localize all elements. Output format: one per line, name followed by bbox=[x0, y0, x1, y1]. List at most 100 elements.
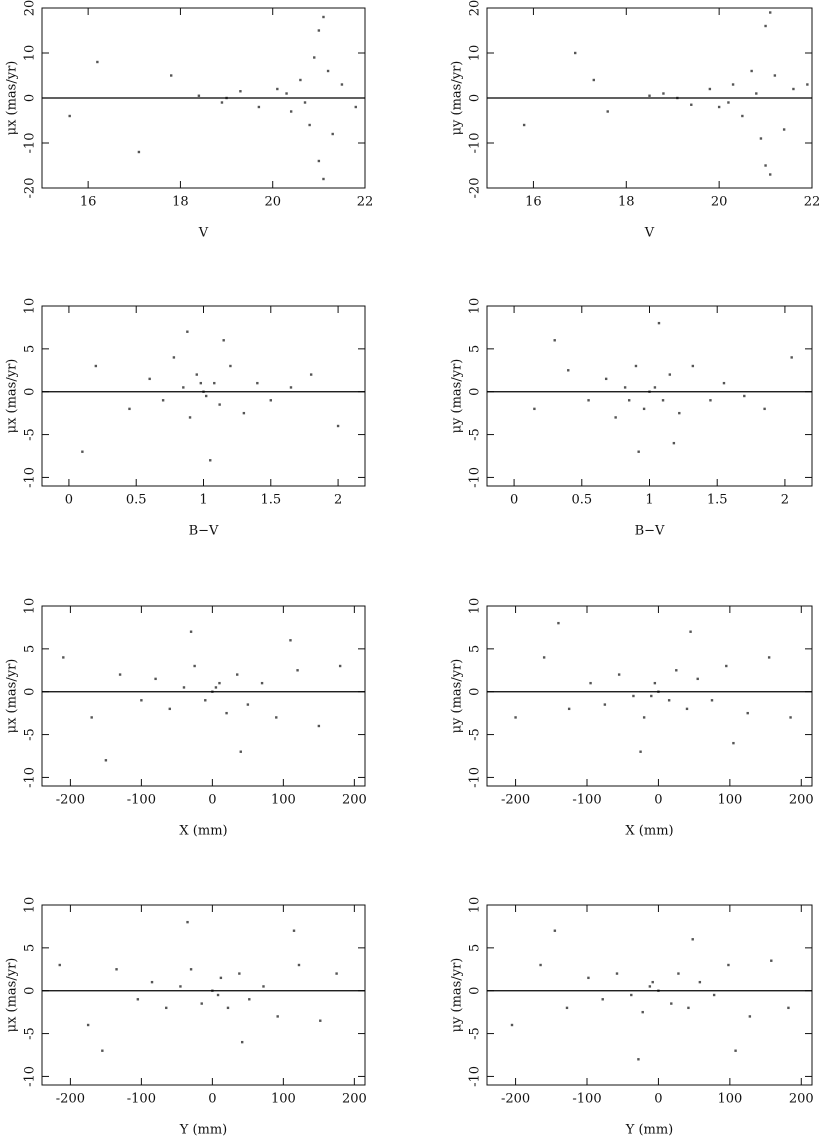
point bbox=[289, 639, 292, 642]
y-tick-label: 5 bbox=[468, 645, 483, 653]
x-tick-label: 18 bbox=[618, 195, 635, 210]
point bbox=[637, 450, 640, 453]
point bbox=[587, 399, 590, 402]
point bbox=[68, 114, 71, 118]
point bbox=[58, 963, 61, 967]
x-tick-label: 22 bbox=[804, 195, 821, 210]
point bbox=[260, 681, 264, 685]
point bbox=[225, 711, 228, 715]
point bbox=[269, 399, 272, 402]
y-tick-label: 5 bbox=[23, 944, 38, 952]
point bbox=[615, 972, 619, 975]
point bbox=[750, 69, 753, 73]
point bbox=[189, 630, 193, 633]
point bbox=[240, 1040, 244, 1044]
point bbox=[639, 750, 642, 753]
point bbox=[218, 403, 221, 406]
plot-frame bbox=[41, 305, 366, 487]
point bbox=[90, 716, 93, 719]
point bbox=[770, 959, 773, 962]
y-tick-label: 10 bbox=[23, 298, 38, 315]
point bbox=[637, 1058, 640, 1061]
point bbox=[296, 669, 299, 672]
point bbox=[648, 94, 651, 97]
point bbox=[317, 159, 321, 163]
point bbox=[678, 411, 681, 415]
point bbox=[759, 137, 763, 140]
x-tick-label: 22 bbox=[357, 195, 374, 210]
point bbox=[763, 407, 766, 411]
y-axis-label: μy (mas/yr) bbox=[450, 659, 465, 734]
x-tick-label: -100 bbox=[127, 1092, 156, 1107]
point bbox=[140, 699, 143, 702]
x-tick-label: 100 bbox=[271, 793, 296, 808]
x-tick-label: -200 bbox=[501, 793, 530, 808]
point bbox=[193, 664, 196, 668]
point bbox=[510, 1023, 514, 1027]
point bbox=[195, 373, 198, 376]
point bbox=[242, 411, 246, 415]
point bbox=[623, 386, 627, 389]
y-tick-label: 10 bbox=[468, 897, 483, 914]
point bbox=[209, 459, 212, 462]
point bbox=[137, 150, 141, 154]
y-tick-label: 0 bbox=[468, 388, 483, 396]
point bbox=[565, 1006, 569, 1010]
x-tick-label: 2 bbox=[334, 493, 342, 508]
x-axis-label: V bbox=[644, 226, 655, 241]
point bbox=[104, 759, 108, 762]
point bbox=[690, 103, 693, 106]
y-tick-label: 5 bbox=[468, 345, 483, 353]
y-tick-label: -5 bbox=[23, 428, 38, 441]
y-tick-label: -5 bbox=[468, 728, 483, 741]
point bbox=[574, 51, 577, 55]
point bbox=[661, 399, 665, 402]
point bbox=[136, 998, 140, 1001]
point bbox=[743, 394, 746, 398]
point bbox=[354, 105, 357, 109]
point bbox=[691, 364, 695, 368]
point bbox=[182, 386, 185, 389]
point bbox=[285, 92, 288, 95]
point bbox=[317, 724, 321, 728]
point bbox=[96, 60, 99, 64]
point bbox=[741, 114, 744, 118]
plot-frame bbox=[486, 605, 813, 787]
point bbox=[634, 364, 638, 368]
point bbox=[115, 968, 118, 971]
point bbox=[672, 441, 676, 445]
point bbox=[691, 938, 694, 941]
y-tick-label: 20 bbox=[468, 0, 483, 16]
point bbox=[276, 87, 279, 91]
point bbox=[313, 56, 316, 59]
y-tick-label: -5 bbox=[468, 428, 483, 441]
y-axis-label: μx (mas/yr) bbox=[5, 958, 20, 1033]
y-tick-label: -10 bbox=[468, 767, 483, 788]
point bbox=[236, 673, 239, 676]
y-tick-label: 0 bbox=[23, 388, 38, 396]
point bbox=[319, 1019, 322, 1022]
y-tick-label: -10 bbox=[23, 133, 38, 154]
point bbox=[727, 963, 730, 967]
point bbox=[317, 29, 321, 32]
point bbox=[226, 1006, 230, 1010]
point bbox=[648, 985, 652, 988]
point bbox=[533, 407, 536, 411]
point bbox=[708, 87, 712, 91]
x-tick-label: -200 bbox=[501, 1092, 530, 1107]
point bbox=[722, 381, 726, 385]
y-tick-label: -10 bbox=[23, 767, 38, 788]
x-axis-label: B−V bbox=[189, 524, 219, 539]
x-axis-label: B−V bbox=[635, 524, 665, 539]
point bbox=[769, 173, 772, 176]
y-tick-label: 0 bbox=[468, 688, 483, 696]
y-tick-label: -5 bbox=[23, 728, 38, 741]
point bbox=[557, 621, 560, 625]
point bbox=[154, 677, 157, 681]
point bbox=[604, 377, 608, 381]
x-axis-label: X (mm) bbox=[179, 824, 227, 839]
x-tick-label: 100 bbox=[271, 1092, 296, 1107]
point bbox=[246, 703, 250, 706]
point bbox=[650, 694, 653, 698]
y-tick-label: -10 bbox=[23, 467, 38, 488]
